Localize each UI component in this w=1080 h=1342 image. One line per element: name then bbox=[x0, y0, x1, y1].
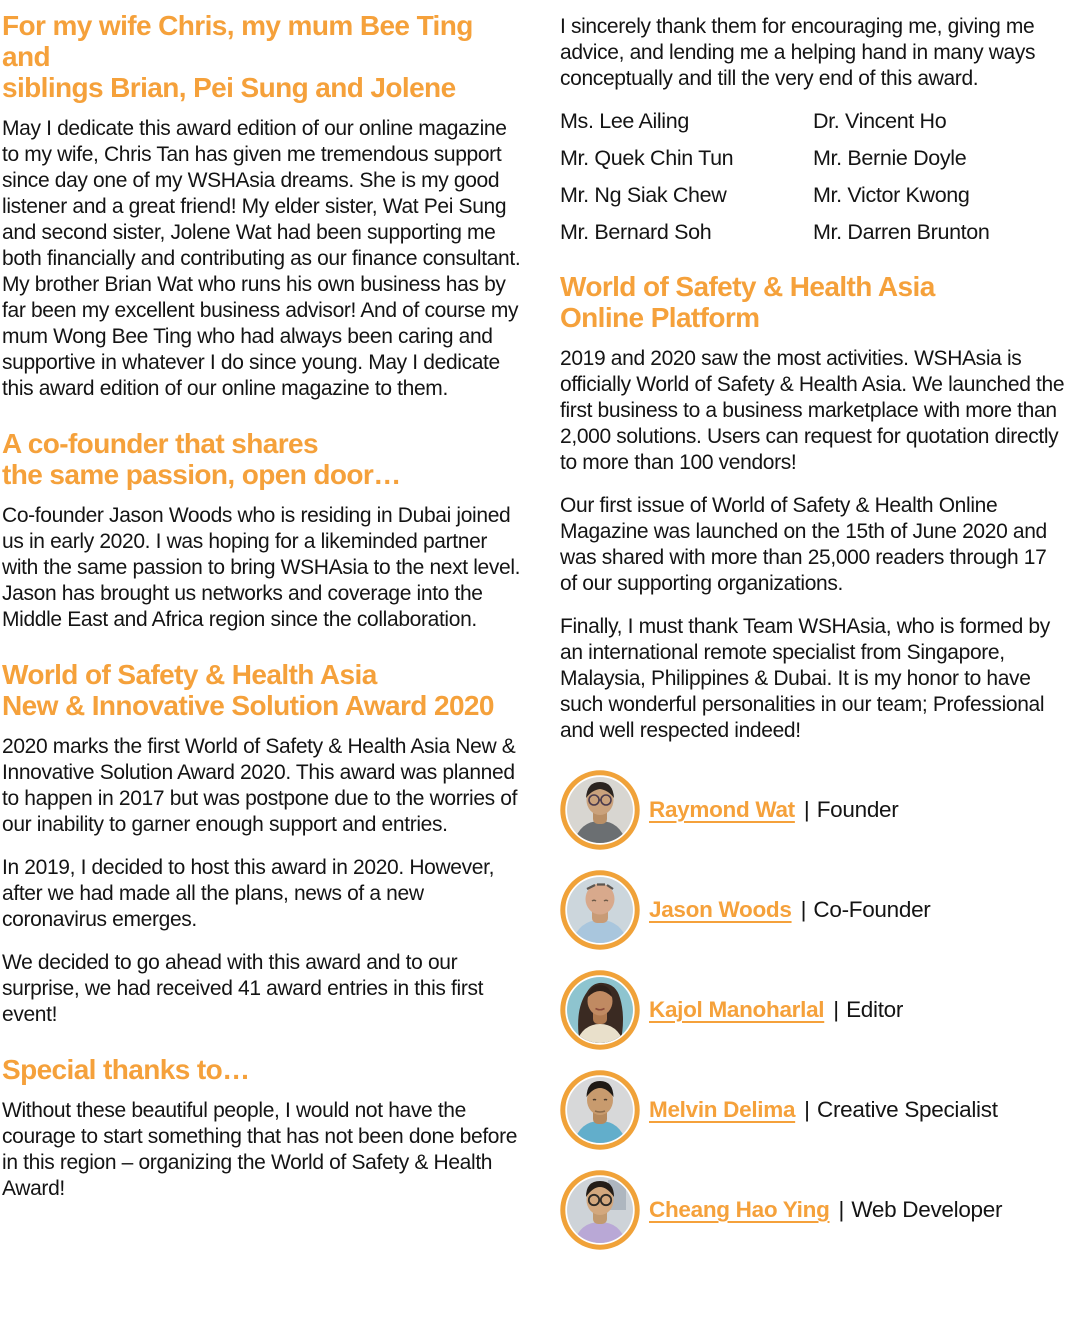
right-column: I sincerely thank them for encouraging m… bbox=[560, 8, 1065, 1270]
paragraph-dedication: May I dedicate this award edition of our… bbox=[2, 117, 521, 400]
paragraph-platform-2: Our first issue of World of Safety & Hea… bbox=[560, 494, 1047, 595]
pipe-separator: | bbox=[800, 897, 807, 922]
section-heading-award: World of Safety & Health Asia New & Inno… bbox=[2, 659, 494, 721]
raymond-wat-avatar bbox=[560, 770, 640, 850]
thanks-name: Mr. Victor Kwong bbox=[813, 183, 970, 207]
pipe-separator: | bbox=[803, 797, 810, 822]
member-name-link-cheang-hao-ying[interactable]: Cheang Hao Ying bbox=[649, 1197, 830, 1222]
thanks-name: Dr. Vincent Ho bbox=[813, 109, 947, 133]
member-role: Co-Founder bbox=[813, 897, 931, 922]
member-role: Editor bbox=[846, 997, 904, 1022]
left-column: For my wife Chris, my mum Bee Ting and s… bbox=[2, 8, 524, 1270]
paragraph-platform-3: Finally, I must thank Team WSHAsia, who … bbox=[560, 615, 1050, 742]
paragraph-award-3: We decided to go ahead with this award a… bbox=[2, 951, 484, 1026]
member-role: Creative Specialist bbox=[817, 1097, 998, 1122]
melvin-delima-avatar bbox=[560, 1070, 640, 1150]
team-row-cheang-hao-ying: Cheang Hao Ying | Web Developer bbox=[560, 1170, 1065, 1250]
thanks-name: Mr. Quek Chin Tun bbox=[560, 146, 734, 170]
paragraph-sincere-thanks: I sincerely thank them for encouraging m… bbox=[560, 15, 1036, 90]
team-row-kajol-manoharlal: Kajol Manoharlal | Editor bbox=[560, 970, 1065, 1050]
paragraph-special-thanks: Without these beautiful people, I would … bbox=[2, 1099, 518, 1200]
section-heading-special-thanks: Special thanks to… bbox=[2, 1054, 250, 1085]
thanks-name: Mr. Ng Siak Chew bbox=[560, 183, 727, 207]
section-heading-cofounder: A co-founder that shares the same passio… bbox=[2, 428, 401, 490]
section-heading-dedication: For my wife Chris, my mum Bee Ting and s… bbox=[2, 10, 473, 103]
member-name-link-kajol-manoharlal[interactable]: Kajol Manoharlal bbox=[649, 997, 825, 1022]
thanks-name-list: Ms. Lee Ailing Mr. Quek Chin Tun Mr. Ng … bbox=[560, 109, 1065, 245]
thanks-name: Ms. Lee Ailing bbox=[560, 109, 689, 133]
member-role: Web Developer bbox=[851, 1197, 1003, 1222]
thanks-name: Mr. Bernie Doyle bbox=[813, 146, 967, 170]
thanks-name: Mr. Bernard Soh bbox=[560, 220, 712, 244]
jason-woods-avatar bbox=[560, 870, 640, 950]
kajol-manoharlal-avatar bbox=[560, 970, 640, 1050]
team-list: Raymond Wat | Founder bbox=[560, 770, 1065, 1250]
paragraph-award-2: In 2019, I decided to host this award in… bbox=[2, 856, 495, 931]
section-heading-online-platform: World of Safety & Health Asia Online Pla… bbox=[560, 271, 935, 333]
paragraph-cofounder: Co-founder Jason Woods who is residing i… bbox=[2, 504, 521, 631]
team-row-jason-woods: Jason Woods | Co-Founder bbox=[560, 870, 1065, 950]
thanks-name-column-2: Dr. Vincent Ho Mr. Bernie Doyle Mr. Vict… bbox=[813, 109, 990, 245]
paragraph-platform-1: 2019 and 2020 saw the most activities. W… bbox=[560, 347, 1065, 474]
magazine-page: For my wife Chris, my mum Bee Ting and s… bbox=[2, 8, 1065, 1270]
pipe-separator: | bbox=[804, 1097, 811, 1122]
member-role: Founder bbox=[816, 797, 899, 822]
member-name-link-jason-woods[interactable]: Jason Woods bbox=[649, 897, 792, 922]
cheang-hao-ying-avatar bbox=[560, 1170, 640, 1250]
member-name-link-melvin-delima[interactable]: Melvin Delima bbox=[649, 1097, 796, 1122]
team-row-melvin-delima: Melvin Delima | Creative Specialist bbox=[560, 1070, 1065, 1150]
thanks-name: Mr. Darren Brunton bbox=[813, 220, 990, 244]
team-row-raymond-wat: Raymond Wat | Founder bbox=[560, 770, 1065, 850]
thanks-name-column-1: Ms. Lee Ailing Mr. Quek Chin Tun Mr. Ng … bbox=[560, 109, 813, 245]
pipe-separator: | bbox=[838, 1197, 845, 1222]
pipe-separator: | bbox=[833, 997, 840, 1022]
member-name-link-raymond-wat[interactable]: Raymond Wat bbox=[649, 797, 795, 822]
paragraph-award-1: 2020 marks the first World of Safety & H… bbox=[2, 735, 518, 836]
